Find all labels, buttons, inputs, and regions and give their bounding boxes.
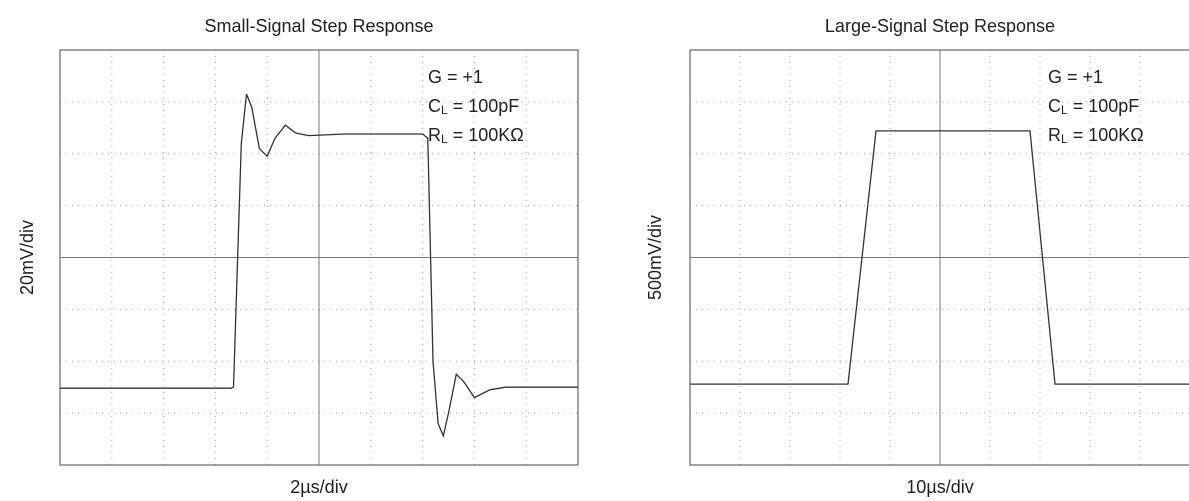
trace [690, 130, 1189, 385]
annotation-main: R [428, 125, 441, 145]
annotation-rest: = 100pF [448, 96, 520, 116]
annotation-main: R [1048, 125, 1061, 145]
annotation-rest: = 100KΩ [1068, 125, 1144, 145]
annotation-rest: = 100pF [1068, 96, 1140, 116]
y-axis-label: 500mV/div [645, 215, 665, 300]
annotation-sub: L [441, 103, 448, 117]
chart-title: Large-Signal Step Response [825, 16, 1055, 36]
x-axis-label: 2µs/div [290, 477, 347, 497]
annotation: G = +1 [428, 67, 483, 87]
annotation: CL = 100pF [428, 96, 519, 117]
annotation: RL = 100KΩ [1048, 125, 1144, 146]
annotation: CL = 100pF [1048, 96, 1139, 117]
annotation-main: C [428, 96, 441, 116]
annotation-sub: L [441, 132, 448, 146]
y-axis-label: 20mV/div [17, 220, 37, 295]
annotation-rest: = 100KΩ [448, 125, 524, 145]
annotation-sub: L [1061, 103, 1068, 117]
x-axis-label: 10µs/div [906, 477, 973, 497]
trace [60, 93, 578, 439]
annotation: RL = 100KΩ [428, 125, 524, 146]
annotation-sub: L [1061, 132, 1068, 146]
annotation: G = +1 [1048, 67, 1103, 87]
plot-frame [59, 49, 579, 466]
chart-title: Small-Signal Step Response [204, 16, 433, 36]
annotation-main: C [1048, 96, 1061, 116]
plot-frame [689, 49, 1189, 466]
